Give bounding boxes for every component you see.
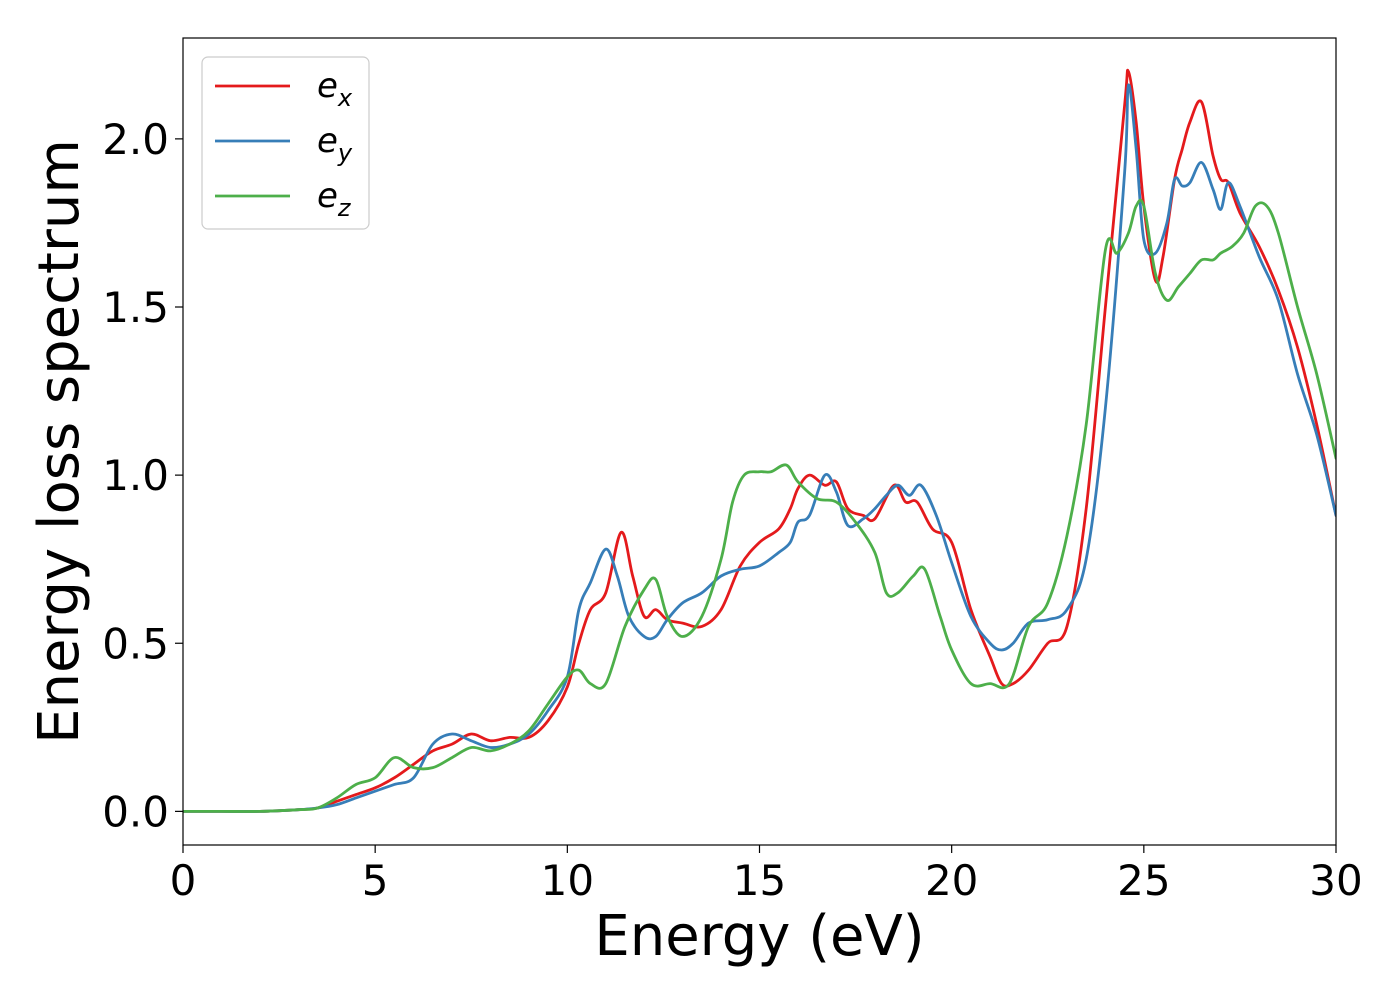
x-tick-label: 10 <box>541 856 594 905</box>
x-tick-label: 0 <box>170 856 197 905</box>
series-line-ez <box>183 198 1336 813</box>
y-axis-label: Energy loss spectrum <box>27 139 92 744</box>
y-tick-label: 0.0 <box>102 787 169 836</box>
legend-label-subscript: y <box>337 139 353 167</box>
x-tick-label: 30 <box>1309 856 1362 905</box>
legend-label-base: e <box>317 176 338 216</box>
y-tick-label: 1.0 <box>102 451 169 500</box>
legend-box <box>201 56 370 230</box>
legend-label-ey: ey <box>317 121 353 167</box>
series-layer <box>183 68 1336 813</box>
y-tick-label: 2.0 <box>102 115 169 164</box>
y-tick-label: 1.5 <box>102 283 169 332</box>
x-tick-label: 5 <box>362 856 389 905</box>
x-tick-label: 25 <box>1117 856 1170 905</box>
y-tick-label: 0.5 <box>102 619 169 668</box>
legend-label-ez: ez <box>317 176 352 222</box>
series-line-ey <box>183 83 1336 813</box>
legend-label-base: e <box>317 121 338 161</box>
x-axis-label: Energy (eV) <box>594 904 924 969</box>
legend-label-subscript: z <box>337 194 352 222</box>
x-tick-label: 20 <box>925 856 978 905</box>
x-axis: 0 5 10 15 20 25 30 <box>170 845 1363 905</box>
legend-label-subscript: x <box>337 84 353 112</box>
legend-label-base: e <box>317 66 338 106</box>
y-axis: 0.0 0.5 1.0 1.5 2.0 <box>102 115 183 836</box>
x-tick-label: 15 <box>733 856 786 905</box>
legend-label-ex: ex <box>317 66 353 112</box>
